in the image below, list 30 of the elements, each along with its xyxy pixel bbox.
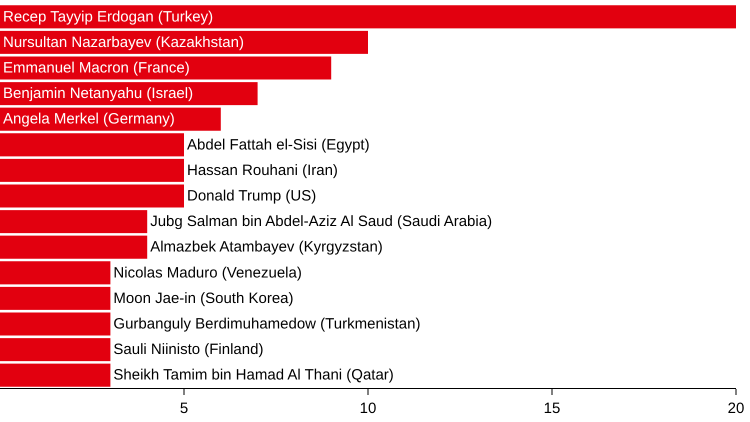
bar [0, 5, 736, 28]
y-tick-label: Nicolas Maduro (Venezuela) [113, 264, 302, 282]
bar [0, 236, 148, 259]
y-tick-label: Sauli Niinisto (Finland) [113, 341, 264, 358]
bar [0, 312, 110, 336]
x-tick-label: 10 [360, 400, 376, 417]
bar [0, 286, 110, 310]
y-tick-label: Emmanuel Macron (France) [3, 60, 190, 76]
y-tick-label: Benjamin Netanyahu (Israel) [3, 85, 194, 102]
y-tick-label: Recep Tayyip Erdogan (Turkey) [3, 8, 214, 26]
y-tick-label: Donald Trump (US) [187, 188, 316, 204]
y-tick-label: Almazbek Atambayev (Kyrgyzstan) [150, 238, 383, 256]
bar [0, 210, 148, 234]
x-tick-label: 15 [544, 400, 560, 417]
y-tick-label: Abdel Fattah el-Sisi (Egypt) [187, 136, 370, 154]
y-tick-label: Hassan Rouhani (Iran) [187, 162, 338, 179]
y-tick-label: Nursultan Nazarbayev (Kazakhstan) [3, 34, 244, 51]
y-tick-label: Moon Jae-in (South Korea) [113, 290, 294, 307]
bar [0, 133, 184, 156]
x-tick-label: 20 [728, 400, 744, 417]
y-tick-label: Angela Merkel (Germany) [3, 110, 175, 128]
bar [0, 184, 184, 208]
x-tick-label: 5 [180, 400, 188, 417]
y-tick-label: Gurbanguly Berdimuhamedow (Turkmenistan) [113, 316, 420, 332]
bar [0, 364, 110, 387]
bar [0, 158, 184, 182]
y-tick-label: Sheikh Tamim bin Hamad Al Thani (Qatar) [113, 366, 394, 384]
bar [0, 261, 110, 284]
y-tick-label: Jubg Salman bin Abdel-Aziz Al Saud (Saudi Arabia) [150, 213, 492, 230]
bar [0, 338, 110, 362]
